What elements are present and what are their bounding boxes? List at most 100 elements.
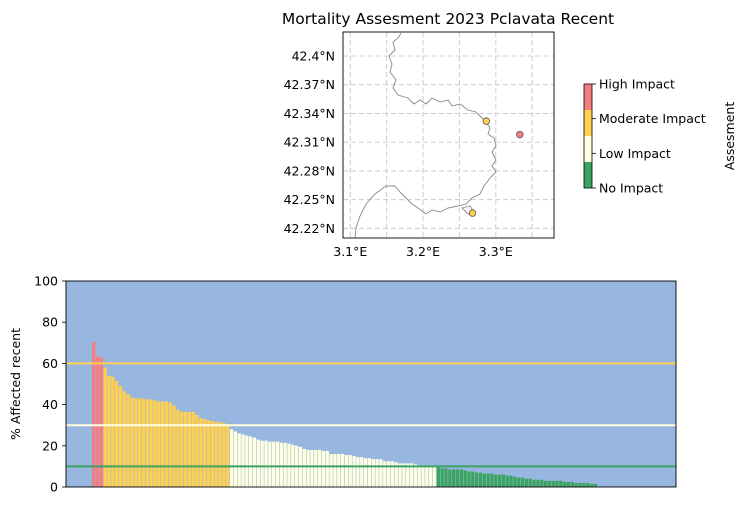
bar xyxy=(593,483,598,487)
bar xyxy=(536,479,540,487)
bar xyxy=(206,420,211,487)
bar xyxy=(256,439,260,487)
bar xyxy=(482,473,486,487)
map-y-tick-label: 42.4°N xyxy=(292,48,335,63)
bar xyxy=(524,478,529,487)
map-point xyxy=(482,117,491,125)
bar xyxy=(233,431,238,487)
bar xyxy=(249,436,253,487)
colorbar-tick-label: High Impact xyxy=(599,77,675,92)
bar xyxy=(114,380,119,487)
threshold-lines xyxy=(66,362,676,468)
bar xyxy=(570,481,575,487)
colorbar-segment xyxy=(584,136,592,162)
bar xyxy=(157,401,161,487)
bar xyxy=(471,471,475,487)
colorbar-segment xyxy=(584,110,592,136)
bar xyxy=(356,457,360,487)
bar xyxy=(444,468,448,487)
bar xyxy=(199,417,203,487)
bar xyxy=(421,465,425,487)
bar xyxy=(275,441,280,487)
bar xyxy=(363,458,368,487)
bar xyxy=(417,465,421,487)
bar xyxy=(302,448,306,487)
bar xyxy=(272,441,276,487)
bar xyxy=(126,394,130,487)
colorbar-tick-label: Moderate Impact xyxy=(599,111,706,126)
bar xyxy=(448,469,452,487)
bar xyxy=(494,474,498,487)
bar xyxy=(95,356,100,487)
bar xyxy=(145,399,149,487)
bar xyxy=(337,454,341,487)
bar xyxy=(172,405,176,487)
bar xyxy=(578,482,582,487)
bar xyxy=(379,459,383,487)
bar xyxy=(582,482,586,487)
bar-y-tick-label: 40 xyxy=(42,397,58,412)
bar xyxy=(141,398,146,487)
bar xyxy=(344,455,349,487)
bar-plot-frame xyxy=(65,280,677,488)
bar xyxy=(314,449,318,487)
bar xyxy=(333,454,337,487)
bar xyxy=(440,468,444,487)
bar xyxy=(137,398,142,487)
bar xyxy=(402,463,406,487)
bar xyxy=(306,449,310,487)
bar xyxy=(203,419,207,487)
bar xyxy=(164,401,169,487)
bar xyxy=(532,479,536,487)
bar-y-tick-label: 80 xyxy=(42,315,58,330)
map-y-tick-label: 42.25°N xyxy=(284,192,335,207)
bar xyxy=(176,409,180,487)
bar xyxy=(348,455,352,487)
colorbar-tick-label: No Impact xyxy=(599,181,663,196)
bar xyxy=(486,473,490,487)
bar xyxy=(103,367,107,487)
bar xyxy=(425,465,429,487)
bar xyxy=(563,481,567,487)
colorbar-segment xyxy=(584,162,592,188)
bar xyxy=(260,440,264,487)
bar xyxy=(218,422,222,487)
bar xyxy=(107,375,111,487)
bar xyxy=(149,399,153,487)
bar xyxy=(180,411,184,487)
bar xyxy=(367,458,372,487)
bar xyxy=(340,454,345,487)
bar xyxy=(310,449,314,487)
map-y-tick-label: 42.28°N xyxy=(284,163,335,178)
bar-y-tick-label: 100 xyxy=(34,274,58,289)
map-point xyxy=(516,130,524,139)
bar xyxy=(413,464,418,487)
map-points xyxy=(468,117,524,217)
bar xyxy=(122,391,126,487)
map-x-tick-label: 3.1°E xyxy=(333,244,367,259)
bar xyxy=(134,398,138,487)
bar xyxy=(241,434,245,487)
colorbar-segment xyxy=(584,84,592,110)
bar xyxy=(555,480,559,487)
bar xyxy=(490,473,494,487)
colorbar-tick-label: Low Impact xyxy=(599,146,671,161)
bar xyxy=(520,477,525,487)
bar xyxy=(390,461,395,487)
bar xyxy=(398,463,402,487)
bar xyxy=(245,435,249,487)
bar xyxy=(187,411,192,487)
bar xyxy=(459,469,463,487)
bar xyxy=(436,467,440,487)
bar xyxy=(528,478,532,487)
bar xyxy=(279,442,283,487)
bar xyxy=(540,479,544,487)
bar xyxy=(551,480,555,487)
bar-y-ticks: 0 20 40 60 80 100 xyxy=(34,274,66,495)
bar xyxy=(463,470,467,487)
map-frame xyxy=(342,31,555,239)
bar xyxy=(409,463,414,487)
bar xyxy=(111,376,115,487)
map-y-tick-label: 42.22°N xyxy=(284,221,335,236)
bar xyxy=(455,469,460,487)
